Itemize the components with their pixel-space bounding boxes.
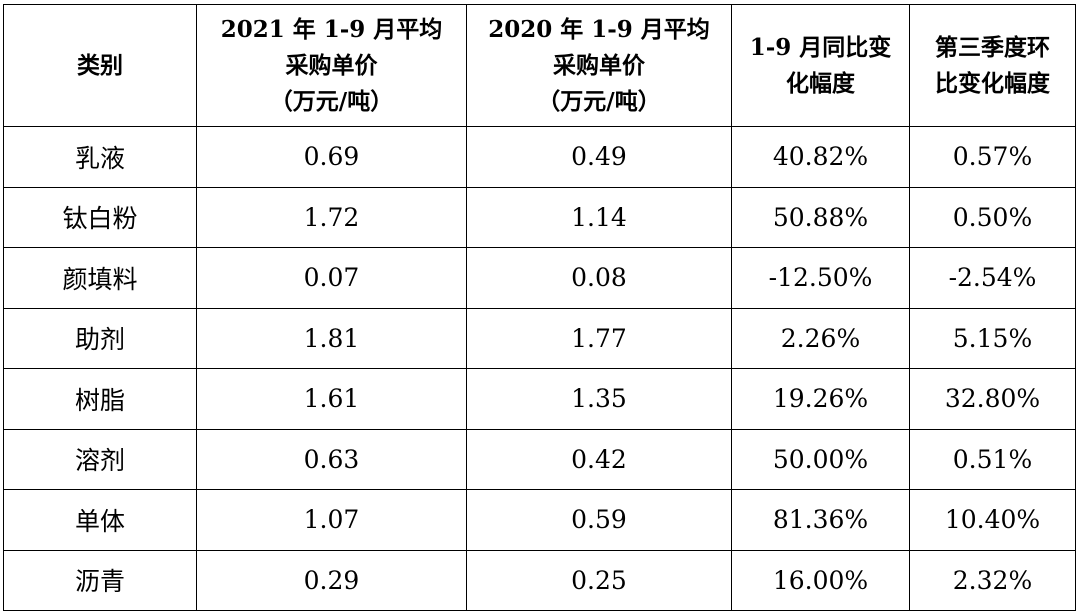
header-line: 化幅度: [786, 69, 855, 97]
cell-category: 树脂: [3, 368, 197, 430]
cell-price-2021: 0.29: [196, 549, 467, 611]
cell-category: 乳液: [3, 126, 197, 188]
cell-qoq-change: 0.51%: [909, 428, 1076, 490]
cell-price-2020: 0.49: [466, 126, 732, 188]
cell-yoy-change: 40.82%: [731, 126, 910, 188]
cell-yoy-change: 16.00%: [731, 549, 910, 611]
header-line: 类别: [77, 51, 123, 79]
cell-yoy-change: 2.26%: [731, 307, 910, 369]
cell-price-2021: 0.69: [196, 126, 467, 188]
table-row: 沥青 0.29 0.25 16.00% 2.32%: [3, 549, 1076, 611]
header-line: 第三季度环: [935, 33, 1050, 61]
cell-price-2021: 1.72: [196, 186, 467, 248]
cell-qoq-change: 32.80%: [909, 368, 1076, 430]
cell-qoq-change: 2.32%: [909, 549, 1076, 611]
header-category: 类别: [3, 4, 197, 127]
header-line: （万元/吨）: [537, 87, 661, 115]
header-qoq-change: 第三季度环 比变化幅度: [909, 4, 1076, 127]
cell-category: 沥青: [3, 549, 197, 611]
cell-category: 溶剂: [3, 428, 197, 490]
cell-price-2020: 0.59: [466, 489, 732, 551]
header-price-2021: 2021 年 1-9 月平均 采购单价 （万元/吨）: [196, 4, 467, 127]
header-line: 1-9 月同比变: [749, 33, 892, 61]
header-line: 2021 年 1-9 月平均: [220, 15, 443, 43]
cell-qoq-change: -2.54%: [909, 247, 1076, 309]
header-line: 采购单价: [553, 51, 645, 79]
table-row: 助剂 1.81 1.77 2.26% 5.15%: [3, 307, 1076, 369]
cell-category: 颜填料: [3, 247, 197, 309]
cell-price-2021: 1.61: [196, 368, 467, 430]
cell-price-2020: 1.77: [466, 307, 732, 369]
table-row: 乳液 0.69 0.49 40.82% 0.57%: [3, 126, 1076, 188]
cell-price-2020: 1.14: [466, 186, 732, 248]
cell-qoq-change: 0.57%: [909, 126, 1076, 188]
header-row: 类别 2021 年 1-9 月平均 采购单价 （万元/吨） 2020 年 1-9…: [3, 4, 1076, 127]
table-row: 颜填料 0.07 0.08 -12.50% -2.54%: [3, 247, 1076, 309]
table-row: 溶剂 0.63 0.42 50.00% 0.51%: [3, 428, 1076, 490]
cell-qoq-change: 5.15%: [909, 307, 1076, 369]
cell-price-2020: 1.35: [466, 368, 732, 430]
cell-yoy-change: 81.36%: [731, 489, 910, 551]
cell-category: 单体: [3, 489, 197, 551]
table-row: 钛白粉 1.72 1.14 50.88% 0.50%: [3, 186, 1076, 248]
table-row: 树脂 1.61 1.35 19.26% 32.80%: [3, 368, 1076, 430]
cell-yoy-change: 50.88%: [731, 186, 910, 248]
header-line: 比变化幅度: [935, 69, 1050, 97]
cell-price-2020: 0.42: [466, 428, 732, 490]
header-yoy-change: 1-9 月同比变 化幅度: [731, 4, 910, 127]
cell-yoy-change: 50.00%: [731, 428, 910, 490]
cell-category: 助剂: [3, 307, 197, 369]
table-row: 单体 1.07 0.59 81.36% 10.40%: [3, 489, 1076, 551]
cell-price-2021: 0.63: [196, 428, 467, 490]
header-price-2020: 2020 年 1-9 月平均 采购单价 （万元/吨）: [466, 4, 732, 127]
header-line: （万元/吨）: [269, 87, 394, 115]
cell-yoy-change: 19.26%: [731, 368, 910, 430]
header-line: 2020 年 1-9 月平均: [488, 15, 710, 43]
cell-price-2021: 1.07: [196, 489, 467, 551]
cell-category: 钛白粉: [3, 186, 197, 248]
header-line: 采购单价: [285, 51, 378, 79]
cell-qoq-change: 10.40%: [909, 489, 1076, 551]
cell-qoq-change: 0.50%: [909, 186, 1076, 248]
price-table: 类别 2021 年 1-9 月平均 采购单价 （万元/吨） 2020 年 1-9…: [3, 4, 1076, 611]
cell-price-2021: 0.07: [196, 247, 467, 309]
cell-price-2020: 0.08: [466, 247, 732, 309]
cell-yoy-change: -12.50%: [731, 247, 910, 309]
cell-price-2020: 0.25: [466, 549, 732, 611]
cell-price-2021: 1.81: [196, 307, 467, 369]
